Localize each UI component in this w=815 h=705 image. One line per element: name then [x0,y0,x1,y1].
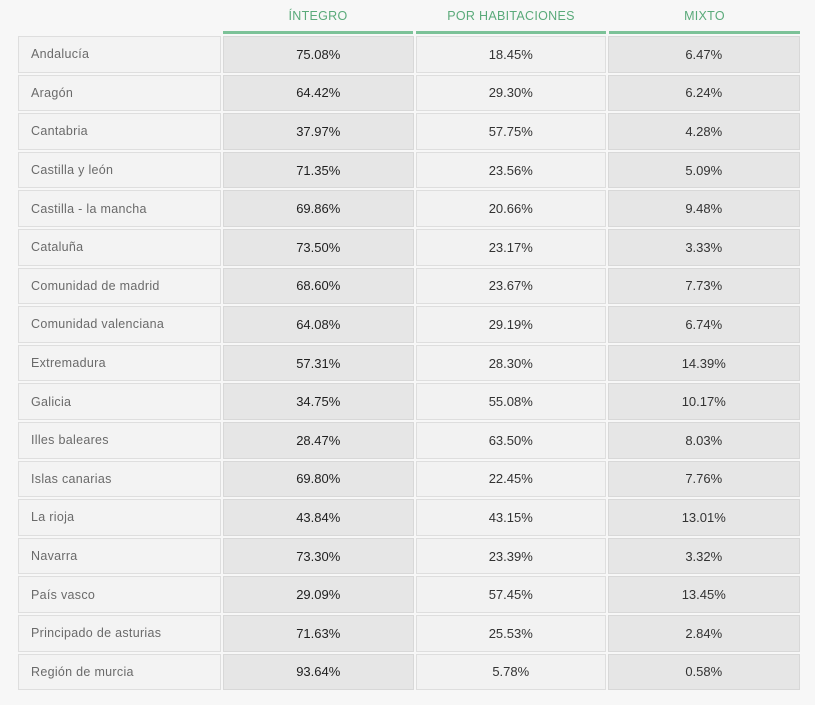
data-table: Andalucía 75.08% 18.45% 6.47% Aragón 64.42% 29… [18,36,800,692]
region-cell: Extremadura [18,344,221,382]
column-header-mixto: MIXTO [609,0,800,34]
mixto-cell: 0.58% [607,653,800,691]
region-cell: Principado de asturias [18,614,221,652]
table-row: Galicia 34.75% 55.08% 10.17% [18,383,800,420]
habitaciones-cell: 28.30% [416,344,606,382]
table-row: Andalucía 75.08% 18.45% 6.47% [18,36,800,73]
mixto-cell: 8.03% [607,421,800,459]
table-row: Principado de asturias 71.63% 25.53% 2.84% [18,614,800,652]
table-row: Islas canarias 69.80% 22.45% 7.76% [18,460,800,498]
table-row: Cataluña 73.50% 23.17% 3.33% [18,228,800,266]
habitaciones-cell: 63.50% [416,421,606,459]
table-row: Cantabria 37.97% 57.75% 4.28% [18,113,800,150]
integro-cell: 28.47% [222,421,414,459]
region-cell: La rioja [18,499,221,536]
integro-cell: 69.80% [222,460,414,498]
mixto-cell: 6.24% [607,74,800,112]
region-cell: Navarra [18,537,221,575]
integro-cell: 93.64% [222,653,414,691]
habitaciones-cell: 22.45% [416,460,606,498]
region-cell: Aragón [18,74,221,112]
mixto-cell: 4.28% [607,113,800,150]
integro-cell: 64.08% [222,306,414,343]
mixto-cell: 6.47% [607,36,800,73]
integro-cell: 73.30% [222,537,414,575]
habitaciones-cell: 20.66% [416,190,606,227]
region-cell: Andalucía [18,36,221,73]
table-row: Aragón 64.42% 29.30% 6.24% [18,74,800,112]
table-row: Comunidad valenciana 64.08% 29.19% 6.74% [18,306,800,343]
integro-cell: 73.50% [222,228,414,266]
habitaciones-cell: 18.45% [416,36,606,73]
habitaciones-cell: 43.15% [416,499,606,536]
habitaciones-cell: 55.08% [416,383,606,420]
integro-cell: 75.08% [222,36,414,73]
table-row: Illes baleares 28.47% 63.50% 8.03% [18,421,800,459]
habitaciones-cell: 57.45% [416,576,606,613]
region-cell: País vasco [18,576,221,613]
mixto-cell: 5.09% [607,151,800,189]
table-row: País vasco 29.09% 57.45% 13.45% [18,576,800,613]
habitaciones-cell: 23.56% [416,151,606,189]
table-row: Castilla - la mancha 69.86% 20.66% 9.48% [18,190,800,227]
integro-cell: 37.97% [222,113,414,150]
integro-cell: 43.84% [222,499,414,536]
column-header-habitaciones: POR HABITACIONES [416,0,606,34]
region-cell: Illes baleares [18,421,221,459]
habitaciones-cell: 23.39% [416,537,606,575]
region-cell: Islas canarias [18,460,221,498]
region-cell: Cataluña [18,228,221,266]
mixto-cell: 13.45% [607,576,800,613]
region-cell: Cantabria [18,113,221,150]
habitaciones-cell: 25.53% [416,614,606,652]
table-row: Región de murcia 93.64% 5.78% 0.58% [18,653,800,691]
integro-cell: 34.75% [222,383,414,420]
region-cell: Comunidad de madrid [18,267,221,305]
habitaciones-cell: 23.67% [416,267,606,305]
mixto-cell: 3.33% [607,228,800,266]
habitaciones-cell: 57.75% [416,113,606,150]
habitaciones-cell: 29.30% [416,74,606,112]
habitaciones-cell: 5.78% [416,653,606,691]
habitaciones-cell: 29.19% [416,306,606,343]
table-header: ÍNTEGRO POR HABITACIONES MIXTO [0,0,815,34]
mixto-cell: 7.73% [607,267,800,305]
region-cell: Castilla - la mancha [18,190,221,227]
table-row: La rioja 43.84% 43.15% 13.01% [18,499,800,536]
mixto-cell: 6.74% [607,306,800,343]
mixto-cell: 3.32% [607,537,800,575]
region-cell: Región de murcia [18,653,221,691]
mixto-cell: 14.39% [607,344,800,382]
integro-cell: 64.42% [222,74,414,112]
table-row: Extremadura 57.31% 28.30% 14.39% [18,344,800,382]
mixto-cell: 7.76% [607,460,800,498]
integro-cell: 71.35% [222,151,414,189]
habitaciones-cell: 23.17% [416,228,606,266]
integro-cell: 57.31% [222,344,414,382]
integro-cell: 29.09% [222,576,414,613]
region-cell: Galicia [18,383,221,420]
mixto-cell: 2.84% [607,614,800,652]
integro-cell: 69.86% [222,190,414,227]
mixto-cell: 10.17% [607,383,800,420]
mixto-cell: 9.48% [607,190,800,227]
table-row: Navarra 73.30% 23.39% 3.32% [18,537,800,575]
column-header-integro: ÍNTEGRO [223,0,413,34]
mixto-cell: 13.01% [607,499,800,536]
region-cell: Comunidad valenciana [18,306,221,343]
table-row: Comunidad de madrid 68.60% 23.67% 7.73% [18,267,800,305]
table-row: Castilla y león 71.35% 23.56% 5.09% [18,151,800,189]
integro-cell: 68.60% [222,267,414,305]
region-cell: Castilla y león [18,151,221,189]
integro-cell: 71.63% [222,614,414,652]
